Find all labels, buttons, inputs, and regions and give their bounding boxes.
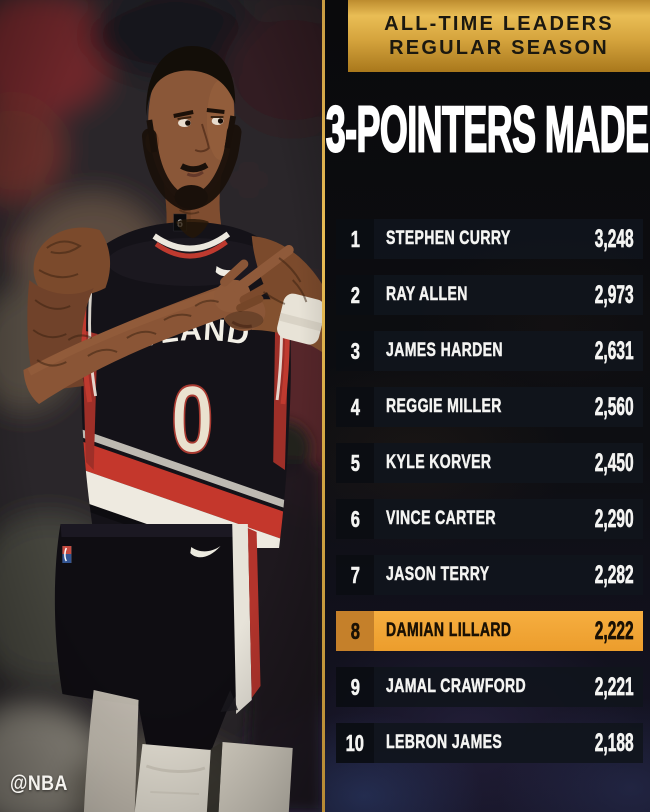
leader-rank: 5: [350, 449, 360, 476]
leader-rank: 2: [350, 281, 360, 308]
leader-rank: 8: [350, 617, 360, 644]
leader-rank-cell: 6: [336, 499, 374, 539]
player-photo-illustration: 6 RTLAND 0: [0, 0, 322, 812]
leader-value-cell: 3,248: [571, 224, 643, 254]
leader-value: 3,248: [595, 224, 634, 253]
leader-row: 7 JASON TERRY 2,282: [336, 555, 643, 595]
leader-value: 2,290: [595, 504, 634, 533]
leader-rank-cell: 7: [336, 555, 374, 595]
leader-rank: 10: [345, 729, 365, 756]
leader-rank: 3: [350, 337, 360, 364]
leader-name-cell: DAMIAN LILLARD: [374, 620, 571, 642]
leader-name-cell: JAMES HARDEN: [374, 340, 571, 362]
header-line-2: REGULAR SEASON: [389, 37, 609, 59]
leader-name-cell: JASON TERRY: [374, 564, 571, 586]
leader-row: 5 KYLE KORVER 2,450: [336, 443, 643, 483]
header-line-1: ALL-TIME LEADERS: [384, 13, 614, 35]
leader-rank-cell: 5: [336, 443, 374, 483]
leader-rank-cell: 8: [336, 611, 374, 651]
leader-name: KYLE KORVER: [386, 452, 492, 473]
vignette-overlay: [0, 0, 322, 812]
leaders-list: 1 STEPHEN CURRY 3,248 2 RAY ALLEN 2,973 …: [336, 219, 643, 779]
nba-watermark: @NBA: [10, 772, 68, 795]
leader-name-cell: LEBRON JAMES: [374, 732, 571, 754]
leader-rank: 4: [350, 393, 360, 420]
leader-value-cell: 2,282: [571, 560, 643, 590]
stat-title: 3-POINTERS MADE: [326, 93, 650, 167]
player-photo: 6 RTLAND 0: [0, 0, 322, 812]
leader-name: STEPHEN CURRY: [386, 228, 511, 249]
leader-rank: 9: [350, 673, 360, 700]
leader-row: 10 LEBRON JAMES 2,188: [336, 723, 643, 763]
leader-name: DAMIAN LILLARD: [386, 620, 512, 641]
leader-value-cell: 2,221: [571, 672, 643, 702]
leader-value: 2,560: [595, 392, 634, 421]
leader-value: 2,631: [595, 336, 634, 365]
leader-name-cell: VINCE CARTER: [374, 508, 571, 530]
leader-name: JASON TERRY: [386, 564, 490, 585]
leader-value-cell: 2,560: [571, 392, 643, 422]
leader-value-cell: 2,188: [571, 728, 643, 758]
leader-row: 1 STEPHEN CURRY 3,248: [336, 219, 643, 259]
leader-name: RAY ALLEN: [386, 284, 468, 305]
leader-rank-cell: 9: [336, 667, 374, 707]
leader-value-cell: 2,973: [571, 280, 643, 310]
leader-name-cell: REGGIE MILLER: [374, 396, 571, 418]
leader-value-cell: 2,450: [571, 448, 643, 478]
leader-name: REGGIE MILLER: [386, 396, 502, 417]
leader-value: 2,222: [595, 616, 634, 645]
leader-rank-cell: 10: [336, 723, 374, 763]
header-banner: ALL-TIME LEADERS REGULAR SEASON: [348, 0, 650, 72]
leader-name: VINCE CARTER: [386, 508, 496, 529]
leader-row: 6 VINCE CARTER 2,290: [336, 499, 643, 539]
leader-rank: 7: [350, 561, 360, 588]
leader-name: JAMAL CRAWFORD: [386, 676, 527, 697]
leader-row: 9 JAMAL CRAWFORD 2,221: [336, 667, 643, 707]
leader-name-cell: STEPHEN CURRY: [374, 228, 571, 250]
leader-rank-cell: 2: [336, 275, 374, 315]
gold-divider-line: [322, 0, 325, 812]
leader-rank-cell: 4: [336, 387, 374, 427]
leader-rank: 1: [350, 225, 360, 252]
leaderboard-panel: ALL-TIME LEADERS REGULAR SEASON 3-POINTE…: [325, 0, 650, 812]
leader-row: 4 REGGIE MILLER 2,560: [336, 387, 643, 427]
leader-rank-cell: 3: [336, 331, 374, 371]
leader-name-cell: JAMAL CRAWFORD: [374, 676, 571, 698]
leader-name: JAMES HARDEN: [386, 340, 503, 361]
leader-row: 8 DAMIAN LILLARD 2,222: [336, 611, 643, 651]
leader-row: 2 RAY ALLEN 2,973: [336, 275, 643, 315]
leader-value: 2,282: [595, 560, 634, 589]
leader-value-cell: 2,631: [571, 336, 643, 366]
stat-title-wrap: 3-POINTERS MADE: [325, 84, 650, 176]
leader-name-cell: KYLE KORVER: [374, 452, 571, 474]
leader-value-cell: 2,222: [571, 616, 643, 646]
leader-row: 3 JAMES HARDEN 2,631: [336, 331, 643, 371]
leader-name-cell: RAY ALLEN: [374, 284, 571, 306]
leader-rank: 6: [350, 505, 360, 532]
leader-value: 2,450: [595, 448, 634, 477]
leader-value: 2,973: [595, 280, 634, 309]
leader-value: 2,188: [595, 728, 634, 757]
leader-rank-cell: 1: [336, 219, 374, 259]
leader-value: 2,221: [595, 672, 634, 701]
leader-name: LEBRON JAMES: [386, 732, 503, 753]
leader-value-cell: 2,290: [571, 504, 643, 534]
